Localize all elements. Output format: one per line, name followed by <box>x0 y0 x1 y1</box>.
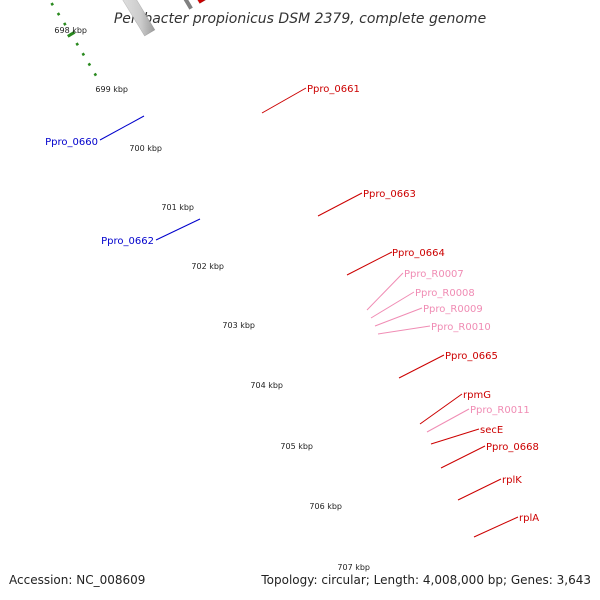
tick-label: 698 kbp <box>54 26 87 35</box>
gene-label[interactable]: Ppro_0663 <box>363 189 416 200</box>
gene-label[interactable]: Ppro_R0009 <box>423 304 483 315</box>
label-leader-line <box>431 429 479 444</box>
genome-backbone <box>0 0 191 9</box>
label-leader-line <box>378 326 430 334</box>
label-leader-line <box>441 446 485 468</box>
tick-label: 700 kbp <box>129 144 162 153</box>
feature-red-gene <box>173 0 210 4</box>
gene-label[interactable]: Ppro_R0010 <box>431 322 491 333</box>
gene-label[interactable]: Ppro_0660 <box>45 137 98 148</box>
label-leader-line <box>347 252 392 275</box>
map-title: Pelobacter propionicus DSM 2379, complet… <box>114 11 486 27</box>
gene-label[interactable]: Ppro_0665 <box>445 351 498 362</box>
label-leader-line <box>262 88 306 113</box>
label-leader-line <box>371 292 414 318</box>
gene-label[interactable]: Ppro_0662 <box>101 236 154 247</box>
tick-label: 705 kbp <box>280 442 313 451</box>
gene-label[interactable]: secE <box>480 425 503 436</box>
genome-map: Pelobacter propionicus DSM 2379, complet… <box>0 0 600 600</box>
label-leader-line <box>427 409 469 432</box>
label-leader-line <box>420 394 462 424</box>
gene-label[interactable]: rplA <box>519 513 539 524</box>
gene-label[interactable]: Ppro_0668 <box>486 442 539 453</box>
tick-label: 703 kbp <box>222 321 255 330</box>
gene-label[interactable]: Ppro_R0011 <box>470 405 530 416</box>
gene-label[interactable]: rpmG <box>463 390 491 401</box>
gene-labels: Ppro_0661 Ppro_0663 Ppro_0664 Ppro_R0007 Ppr… <box>45 84 539 524</box>
label-leader-line <box>399 355 444 378</box>
tick-label: 704 kbp <box>250 381 283 390</box>
gene-label[interactable]: rplK <box>502 475 522 486</box>
label-leader-line <box>375 308 422 326</box>
label-leader-line <box>458 479 501 500</box>
tick-label: 706 kbp <box>309 502 342 511</box>
tick-label: 707 kbp <box>337 563 370 572</box>
label-leader-line <box>367 273 403 310</box>
dot-track-1 <box>0 0 96 76</box>
tick-label: 699 kbp <box>95 85 128 94</box>
genome-summary-text: Topology: circular; Length: 4,008,000 bp… <box>261 573 591 587</box>
gene-label[interactable]: Ppro_0664 <box>392 248 445 259</box>
accession-text: Accession: NC_008609 <box>9 573 145 587</box>
gene-label[interactable]: Ppro_R0008 <box>415 288 475 299</box>
tick-label: 702 kbp <box>191 262 224 271</box>
tick-label: 701 kbp <box>161 203 194 212</box>
gene-label[interactable]: Ppro_0661 <box>307 84 360 95</box>
label-leader-line <box>100 116 144 140</box>
label-leader-line <box>156 219 200 240</box>
label-leader-line <box>474 517 518 537</box>
gene-label[interactable]: Ppro_R0007 <box>404 269 464 280</box>
label-leader-line <box>318 193 362 216</box>
